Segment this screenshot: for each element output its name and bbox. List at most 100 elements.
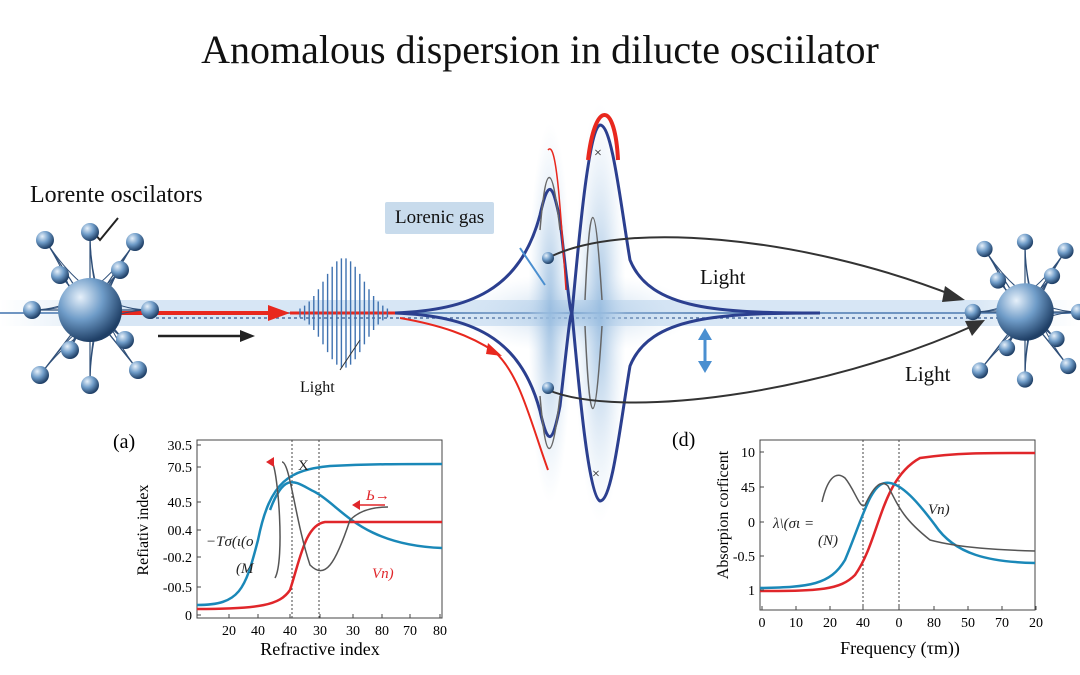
- panel-d-gray-label: λ\(σι =: [772, 516, 814, 532]
- panel-a-xtick-label: 40: [283, 624, 297, 639]
- panel-d-ytick-label: 45: [741, 481, 755, 496]
- panel-d-xlabel: Frequency (τm)): [840, 638, 960, 659]
- panel-d-blue-label: (N): [818, 533, 838, 549]
- light-label-upper: Light: [700, 265, 746, 289]
- oscillator-atom: [989, 272, 1007, 289]
- oscillator-atom: [971, 362, 989, 379]
- oscillator-atom: [81, 223, 99, 241]
- oscillator-atom: [1060, 357, 1077, 375]
- oscillator-atom: [1043, 267, 1061, 285]
- dispersion-curve-gray: [539, 177, 603, 449]
- oscillator-atom: [1048, 330, 1065, 348]
- panel-a-xtick-label: 40: [251, 624, 265, 639]
- panel-d-red-curve: [759, 451, 1036, 593]
- dispersion-curve-lower: [394, 311, 821, 503]
- panel-d-label: (d): [672, 429, 695, 451]
- panel-d-gray-curve: [821, 474, 1036, 552]
- wave-packet: [299, 258, 389, 368]
- light-label-packet: Light: [300, 379, 335, 396]
- oscillator-atom: [1016, 233, 1034, 250]
- panel-d-blue-curve: [759, 481, 1036, 590]
- nucleus-sphere: [58, 278, 122, 342]
- panel-d-ylabel: Absorpion corficent: [715, 450, 732, 579]
- panel-a-gray-label-2: (M: [236, 561, 255, 577]
- panel-a-blue-peak-curve: [268, 480, 443, 550]
- panel-a-ytick-label: 30.5: [168, 439, 193, 454]
- oscillators-label: Lorente oscilators: [30, 182, 203, 208]
- panel-a-xtick-label: 30: [346, 624, 360, 639]
- dispersion-curve-upper: [394, 123, 821, 315]
- nucleus-sphere: [996, 283, 1054, 341]
- panel-a-ytick-label: 00.4: [168, 524, 193, 539]
- panel-a-xtick-label: 20: [222, 624, 236, 639]
- light-label-lower: Light: [905, 362, 951, 386]
- panel-a-ytick-label: 70.5: [168, 461, 193, 476]
- panel-a-ytick-label: 40.5: [168, 496, 193, 511]
- dispersion-curve-upper-red: [547, 148, 567, 291]
- oscillator-atom: [1057, 242, 1074, 259]
- oscillator-atom: [51, 266, 69, 284]
- gas-glow-center: [455, 273, 695, 353]
- panel-a-red-label: Vn): [372, 566, 394, 582]
- panel-d-xtick-label: 20: [1029, 616, 1043, 631]
- panel-d-xtick-label: 70: [995, 616, 1009, 631]
- panel-d-ytick-label: 0: [748, 516, 755, 531]
- panel-a-xlabel: Refractive index: [260, 639, 379, 659]
- panel-d-ytick-label: -0.5: [733, 550, 755, 565]
- panel-a-xtick-label: 30: [313, 624, 327, 639]
- oscillator-atom: [126, 233, 144, 251]
- oscillator-cluster-right: [964, 233, 1080, 388]
- panel-a-gray-curve: [271, 461, 389, 579]
- panel-a-xtick-label: 80: [433, 624, 447, 639]
- oscillator-atom: [1016, 371, 1034, 388]
- panel-d-ytick-label: 10: [741, 446, 755, 461]
- panel-d-xtick-label: 0: [896, 616, 903, 631]
- panel-a-ytick-label: -00.2: [163, 551, 192, 566]
- panel-d-xtick-label: 0: [759, 616, 766, 631]
- panel-a-ylabel: Refiativ index: [135, 484, 152, 575]
- gas-label-text: Lorenic gas: [395, 207, 485, 228]
- oscillator-atom: [141, 301, 159, 319]
- oscillator-atom: [129, 361, 147, 379]
- panel-a-ytick-label: -00.5: [163, 581, 192, 596]
- panel-d-axes: [759, 439, 1036, 611]
- panel-d-xtick-label: 40: [856, 616, 870, 631]
- oscillator-atom: [964, 303, 981, 321]
- panel-d-red-label: Vn): [928, 502, 950, 518]
- oscillator-cluster-left: [23, 223, 159, 394]
- panel-a-red-arrow-label: Ь→: [365, 488, 390, 504]
- light-arrow-upper: [547, 236, 956, 297]
- gas-label: Lorenic gas: [385, 202, 495, 234]
- red-beam-arrowhead: [268, 305, 290, 321]
- panel-a-label: (a): [113, 431, 135, 453]
- packet-pointer: [339, 339, 361, 371]
- oscillator-atom: [111, 261, 129, 279]
- light-arrow-lower: [547, 324, 976, 404]
- oscillator-atom: [1070, 303, 1080, 321]
- panel-a-gray-label-1: −Tσ(ι(ο: [206, 534, 254, 550]
- oscillator-atom: [31, 366, 49, 384]
- panel-a-xtick-label: 80: [375, 624, 389, 639]
- gas-atom-lower: [542, 382, 554, 394]
- panel-d-xtick-label: 50: [961, 616, 975, 631]
- oscillator-atom: [23, 301, 41, 319]
- gas-pointer-arrow: [519, 247, 546, 286]
- oscillator-atom: [81, 376, 99, 394]
- panel-d-xtick-label: 80: [927, 616, 941, 631]
- x-mark-upper: ×: [594, 146, 602, 161]
- panel-a-x-mark: X: [298, 458, 309, 474]
- panel-a-blue-curve: [196, 462, 443, 607]
- panel-a-xtick-label: 70: [403, 624, 417, 639]
- panel-d-xtick-label: 20: [823, 616, 837, 631]
- page-title: Anomalous dispersion in dilucte osciilat…: [201, 27, 879, 72]
- x-mark-lower: ×: [592, 467, 600, 482]
- panel-a-ytick-label: 0: [185, 609, 192, 624]
- panel-d-xtick-label: 10: [789, 616, 803, 631]
- oscillator-atom: [976, 240, 993, 258]
- gas-atom-upper: [542, 252, 554, 264]
- oscillator-atom: [36, 231, 54, 249]
- oscillator-atom: [116, 331, 134, 349]
